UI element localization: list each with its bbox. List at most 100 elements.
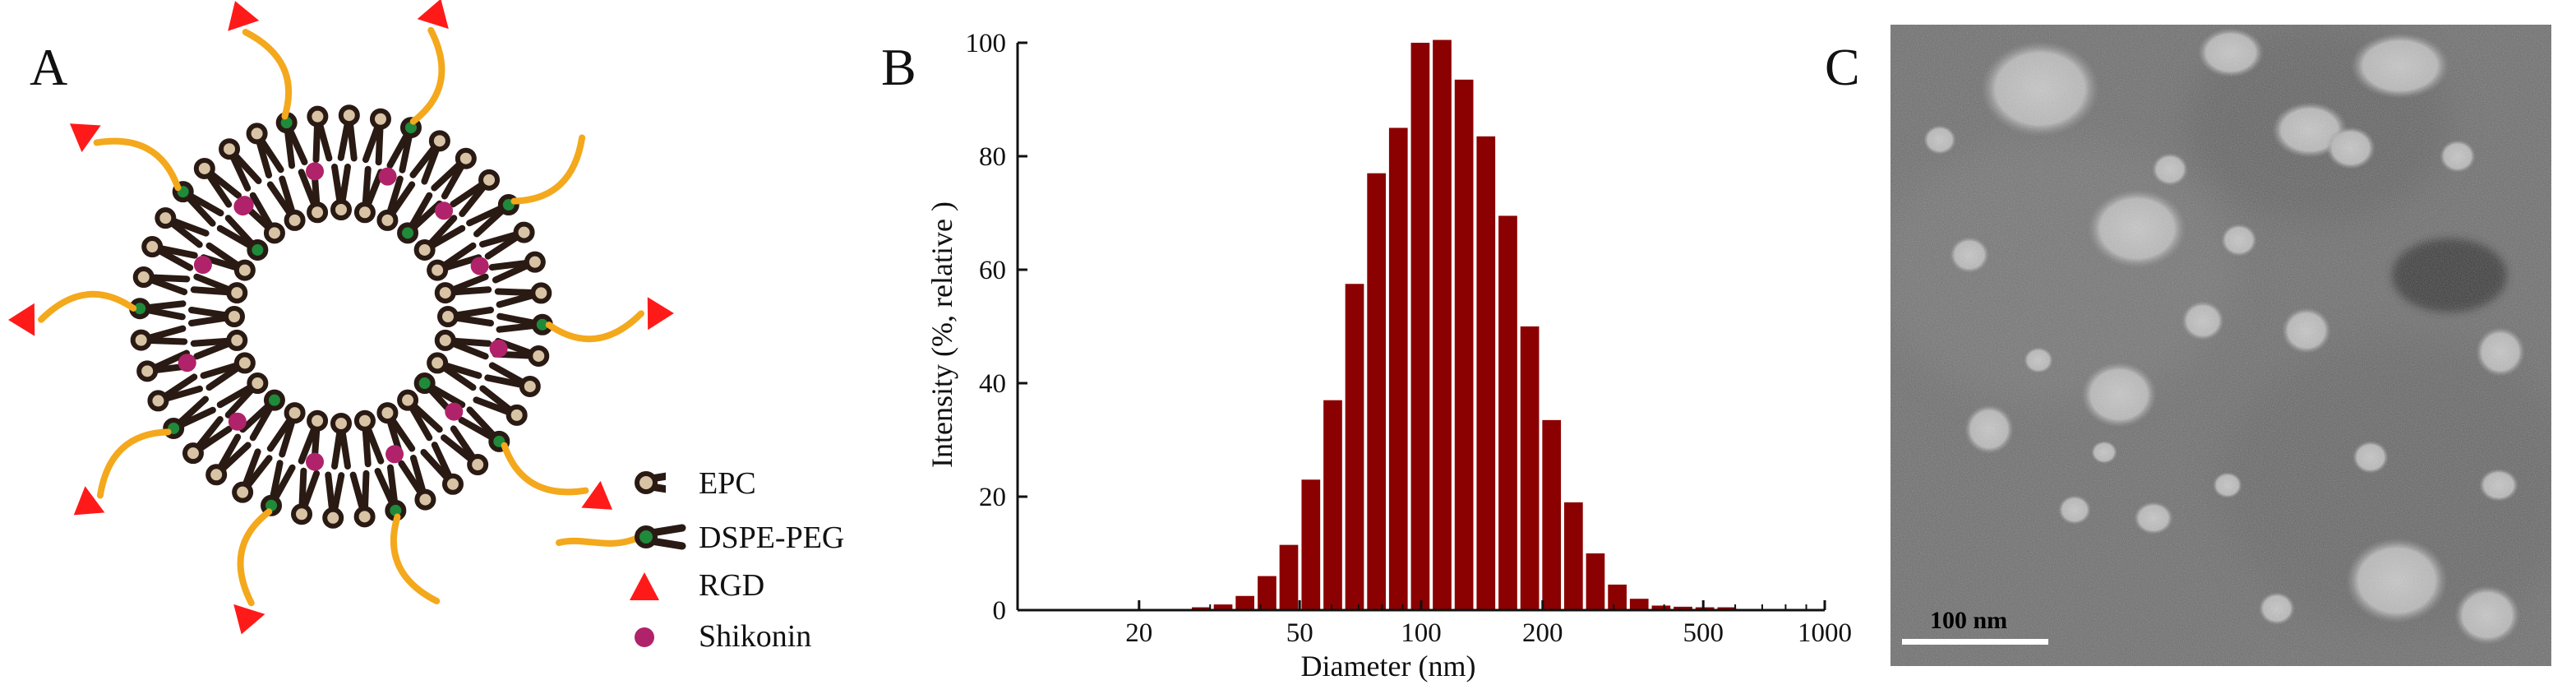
epc-lipid <box>232 448 273 503</box>
histogram-bar <box>1191 607 1211 610</box>
epc-lipid-icon <box>635 471 666 494</box>
epc-lipid <box>353 409 385 468</box>
epc-lipid <box>362 108 391 166</box>
legend-item-rgd: RGD <box>551 567 896 608</box>
dspe-peg-icon <box>556 524 686 550</box>
shikonin-molecule <box>235 196 254 215</box>
epc-lipid <box>431 147 477 200</box>
dspe-peg-lipid <box>216 215 269 261</box>
dspe-peg-lipid <box>397 192 443 244</box>
purple-dot-icon <box>635 627 654 647</box>
x-tick-label: 50 <box>1286 618 1313 648</box>
scale-bar <box>1902 639 2048 645</box>
epc-lipid <box>353 165 385 224</box>
histogram-bar <box>1651 605 1671 610</box>
histogram-bar <box>1542 419 1562 610</box>
chart-axes: 0 20 40 60 80 100 20 50 100 200 500 1000 <box>966 29 1853 648</box>
y-tick-label: 40 <box>979 369 1006 399</box>
legend: EPC DSPE-PEG RGD Shikonin <box>551 466 896 666</box>
y-tick-label: 20 <box>979 483 1006 512</box>
histogram-bar <box>1410 43 1430 610</box>
epc-lipid <box>130 325 188 351</box>
epc-lipid <box>155 207 210 248</box>
histogram-bar <box>1520 326 1540 610</box>
epc-lipid <box>246 123 284 179</box>
dspe-peg-lipid <box>261 460 296 516</box>
histogram-bar <box>1586 553 1605 610</box>
peg-chains <box>8 0 674 635</box>
rgd-peptide <box>417 0 449 30</box>
histogram-bar <box>1258 576 1276 610</box>
peg-chain <box>409 26 445 125</box>
panel-c-tem-micrograph: 100 nm <box>1890 25 2551 666</box>
shikonin-molecule <box>193 256 212 275</box>
epc-lipid <box>376 402 416 458</box>
epc-lipid <box>494 282 552 308</box>
histogram-bar <box>1673 606 1692 610</box>
x-axis-title: Diameter (nm) <box>1301 650 1476 682</box>
epc-lipid <box>200 352 256 391</box>
x-tick-label: 20 <box>1125 618 1152 648</box>
histogram-bar <box>1629 599 1649 610</box>
histogram-bar <box>1476 136 1496 611</box>
epc-lipid <box>193 157 242 208</box>
histogram-bar <box>1301 479 1321 610</box>
dspe-peg-lipid <box>466 194 519 238</box>
legend-label-dspe-peg: DSPE-PEG <box>699 520 845 555</box>
rgd-peptide <box>581 480 613 510</box>
red-triangle-icon <box>630 572 659 600</box>
dspe-peg-lipid <box>386 117 422 174</box>
histogram-bar <box>1695 607 1715 610</box>
dspe-peg-lipid <box>496 312 553 335</box>
legend-label-rgd: RGD <box>699 568 765 603</box>
dspe-peg-lipid <box>374 464 407 521</box>
epc-lipid <box>397 389 443 442</box>
epc-lipid <box>484 362 541 397</box>
epc-lipid <box>473 385 528 426</box>
histogram-bar <box>1717 607 1737 610</box>
x-tick-label: 200 <box>1522 618 1563 648</box>
dspe-peg-lipid <box>172 181 224 227</box>
epc-lipid <box>147 373 204 412</box>
histogram-bar <box>1279 544 1299 610</box>
legend-item-epc: EPC <box>551 466 896 510</box>
scale-bar-label: 100 nm <box>1930 607 2008 634</box>
shikonin-molecule <box>178 354 196 372</box>
dspe-peg-lipid <box>275 112 308 169</box>
epc-lipid <box>420 442 464 495</box>
rgd-peptide <box>69 123 101 153</box>
rgd-peptide <box>228 1 260 31</box>
panel-b-label: B <box>881 38 916 96</box>
x-tick-label: 1000 <box>1798 618 1852 648</box>
epc-lipid <box>219 138 262 192</box>
histogram-bar <box>1235 595 1255 610</box>
histogram-bar <box>1323 400 1342 610</box>
epc-lipid <box>478 221 535 260</box>
epc-lipid <box>190 329 248 360</box>
epc-lipid <box>190 273 248 304</box>
tem-image <box>1890 25 2551 666</box>
epc-lipid <box>182 416 233 465</box>
shikonin-molecule <box>306 162 325 181</box>
histogram-bar <box>1213 604 1233 610</box>
peg-chain <box>242 29 293 120</box>
epc-lipid <box>322 471 345 529</box>
y-tick-label: 80 <box>979 142 1006 172</box>
epc-lipid <box>205 433 252 486</box>
epc-lipid <box>188 306 245 327</box>
histogram-bar <box>1367 173 1386 610</box>
legend-item-shikonin: Shikonin <box>551 617 896 658</box>
epc-lipid <box>349 470 376 528</box>
rgd-peptide <box>233 604 265 635</box>
histogram-bars <box>1191 39 1737 611</box>
histogram-bar <box>1564 502 1583 610</box>
epc-lipid <box>337 104 360 162</box>
epc-lipid <box>330 413 352 470</box>
epc-lipid <box>409 130 450 185</box>
legend-label-shikonin: Shikonin <box>699 619 812 654</box>
histogram-bar <box>1454 79 1474 611</box>
shikonin-molecule <box>445 402 464 421</box>
panel-a-label: A <box>30 38 68 96</box>
epc-lipid <box>434 329 492 360</box>
panel-a-liposome-schematic: A EPC DSPE-PEG RGD <box>0 0 904 694</box>
